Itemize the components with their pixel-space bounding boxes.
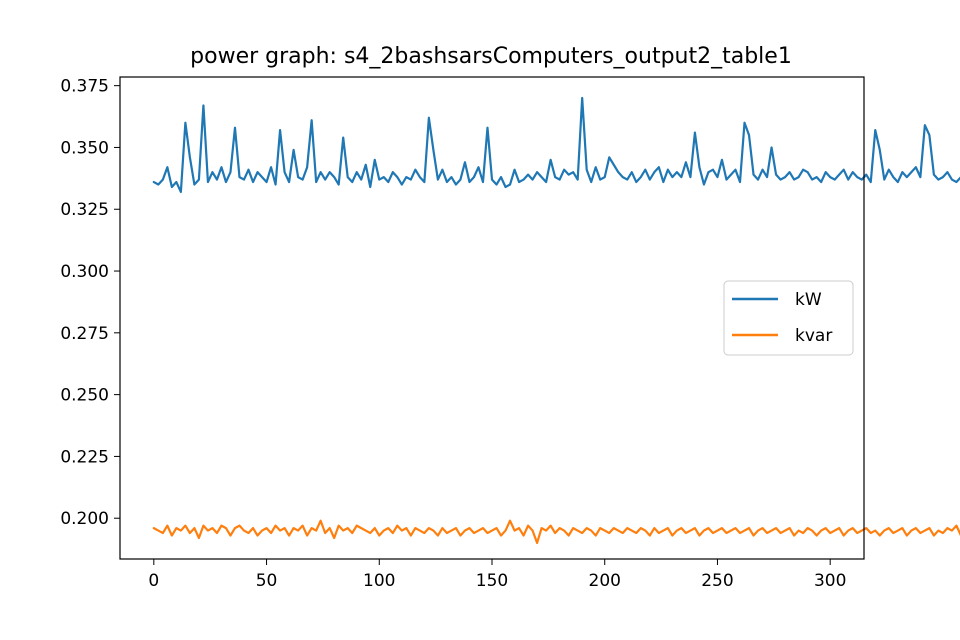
chart-title: power graph: s4_2bashsarsComputers_outpu… [190, 44, 792, 69]
y-tick-label: 0.275 [60, 324, 109, 344]
x-tick-label: 100 [363, 571, 395, 591]
x-tick-label: 200 [589, 571, 621, 591]
x-tick-label: 150 [476, 571, 508, 591]
legend-label-kw: kW [795, 290, 822, 310]
y-tick-label: 0.200 [60, 509, 109, 529]
legend-box [723, 280, 854, 356]
x-tick-label: 50 [256, 571, 278, 591]
x-tick-label: 0 [148, 571, 159, 591]
y-axis: 0.200 0.225 0.250 0.275 0.300 0.325 0.350 0.375 [60, 77, 120, 529]
legend-label-kvar: kvar [795, 326, 832, 346]
y-tick-label: 0.300 [60, 262, 109, 282]
y-tick-label: 0.350 [60, 138, 109, 158]
series-line-kvar [152, 519, 960, 545]
y-tick-label: 0.375 [60, 77, 109, 97]
x-axis: 0 50 100 150 200 250 300 [148, 559, 846, 591]
y-tick-label: 0.325 [60, 200, 109, 220]
y-tick-label: 0.225 [60, 447, 109, 467]
plot-area [152, 96, 960, 545]
x-tick-label: 300 [814, 571, 846, 591]
series-line-kW [152, 96, 960, 194]
legend: kW kvar [723, 280, 854, 356]
y-tick-label: 0.250 [60, 386, 109, 406]
x-tick-label: 250 [701, 571, 733, 591]
